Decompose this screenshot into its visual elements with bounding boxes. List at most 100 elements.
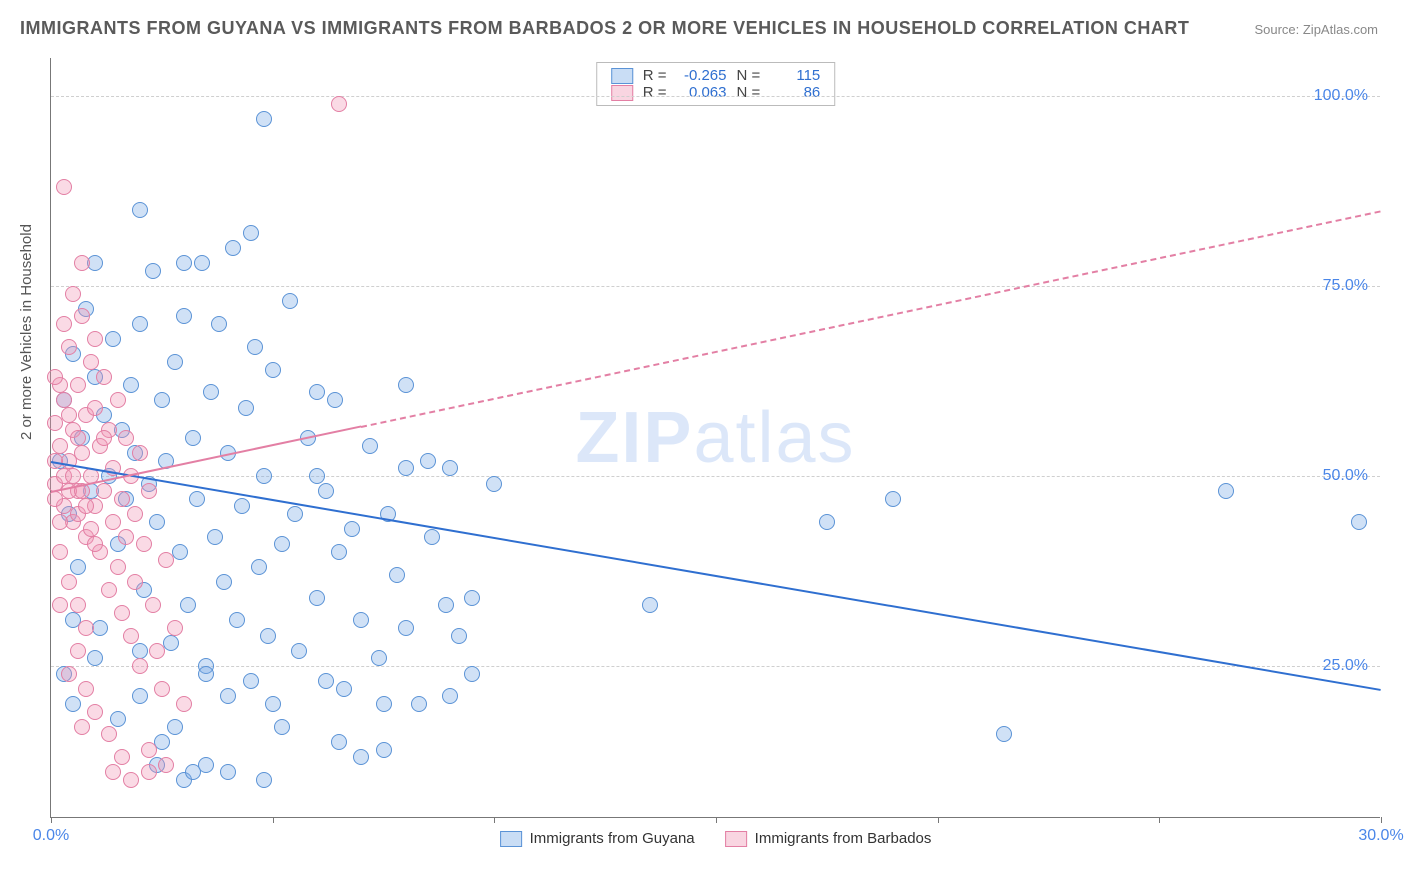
data-point xyxy=(132,316,148,332)
data-point xyxy=(87,650,103,666)
data-point xyxy=(70,559,86,575)
data-point xyxy=(331,734,347,750)
x-tick xyxy=(1381,817,1382,823)
data-point xyxy=(52,438,68,454)
y-tick-label: 100.0% xyxy=(1314,87,1368,105)
legend-item-guyana: Immigrants from Guyana xyxy=(500,830,695,847)
data-point xyxy=(362,438,378,454)
data-point xyxy=(78,620,94,636)
data-point xyxy=(96,483,112,499)
data-point xyxy=(132,445,148,461)
watermark-zip: ZIP xyxy=(575,398,693,478)
legend-row-guyana: R = -0.265 N = 115 xyxy=(611,67,821,84)
data-point xyxy=(136,536,152,552)
data-point xyxy=(256,111,272,127)
data-point xyxy=(442,460,458,476)
data-point xyxy=(52,514,68,530)
data-point xyxy=(344,521,360,537)
chart-area: ZIPatlas R = -0.265 N = 115 R = 0.063 N … xyxy=(50,58,1380,818)
data-point xyxy=(105,331,121,347)
data-point xyxy=(123,772,139,788)
data-point xyxy=(78,681,94,697)
x-tick xyxy=(51,817,52,823)
data-point xyxy=(132,202,148,218)
data-point xyxy=(274,536,290,552)
data-point xyxy=(83,354,99,370)
data-point xyxy=(411,696,427,712)
data-point xyxy=(65,468,81,484)
data-point xyxy=(110,711,126,727)
data-point xyxy=(216,574,232,590)
data-point xyxy=(47,415,63,431)
data-point xyxy=(118,529,134,545)
data-point xyxy=(105,764,121,780)
data-point xyxy=(70,597,86,613)
data-point xyxy=(141,483,157,499)
data-point xyxy=(464,590,480,606)
data-point xyxy=(198,666,214,682)
data-point xyxy=(110,559,126,575)
data-point xyxy=(158,552,174,568)
x-tick xyxy=(494,817,495,823)
data-point xyxy=(291,643,307,659)
data-point xyxy=(398,377,414,393)
data-point xyxy=(819,514,835,530)
data-point xyxy=(260,628,276,644)
n-label: N = xyxy=(737,67,761,84)
data-point xyxy=(256,468,272,484)
data-point xyxy=(318,673,334,689)
watermark: ZIPatlas xyxy=(575,397,855,479)
data-point xyxy=(207,529,223,545)
data-point xyxy=(110,392,126,408)
data-point xyxy=(52,544,68,560)
data-point xyxy=(154,681,170,697)
n-label: N = xyxy=(737,84,761,101)
legend-series: Immigrants from Guyana Immigrants from B… xyxy=(500,830,932,847)
data-point xyxy=(464,666,480,682)
data-point xyxy=(70,430,86,446)
data-point xyxy=(61,666,77,682)
y-tick-label: 50.0% xyxy=(1323,467,1368,485)
data-point xyxy=(87,536,103,552)
data-point xyxy=(376,696,392,712)
data-point xyxy=(189,491,205,507)
data-point xyxy=(309,468,325,484)
data-point xyxy=(132,688,148,704)
data-point xyxy=(176,696,192,712)
swatch-blue-icon xyxy=(611,68,633,84)
data-point xyxy=(234,498,250,514)
x-tick-label: 30.0% xyxy=(1358,827,1403,845)
data-point xyxy=(56,392,72,408)
swatch-pink-icon xyxy=(611,85,633,101)
data-point xyxy=(65,286,81,302)
data-point xyxy=(229,612,245,628)
data-point xyxy=(83,521,99,537)
data-point xyxy=(56,316,72,332)
source-label: Source: ZipAtlas.com xyxy=(1254,22,1378,37)
trend-line xyxy=(361,210,1381,428)
data-point xyxy=(132,643,148,659)
data-point xyxy=(353,749,369,765)
data-point xyxy=(438,597,454,613)
data-point xyxy=(52,597,68,613)
data-point xyxy=(154,392,170,408)
data-point xyxy=(243,225,259,241)
data-point xyxy=(282,293,298,309)
data-point xyxy=(74,445,90,461)
swatch-pink-icon xyxy=(725,831,747,847)
data-point xyxy=(211,316,227,332)
data-point xyxy=(114,491,130,507)
data-point xyxy=(243,673,259,689)
data-point xyxy=(376,742,392,758)
data-point xyxy=(265,362,281,378)
data-point xyxy=(274,719,290,735)
data-point xyxy=(451,628,467,644)
data-point xyxy=(1351,514,1367,530)
data-point xyxy=(1218,483,1234,499)
trend-line xyxy=(51,461,1381,691)
data-point xyxy=(180,597,196,613)
x-tick xyxy=(716,817,717,823)
data-point xyxy=(70,643,86,659)
data-point xyxy=(371,650,387,666)
legend-item-barbados: Immigrants from Barbados xyxy=(725,830,932,847)
